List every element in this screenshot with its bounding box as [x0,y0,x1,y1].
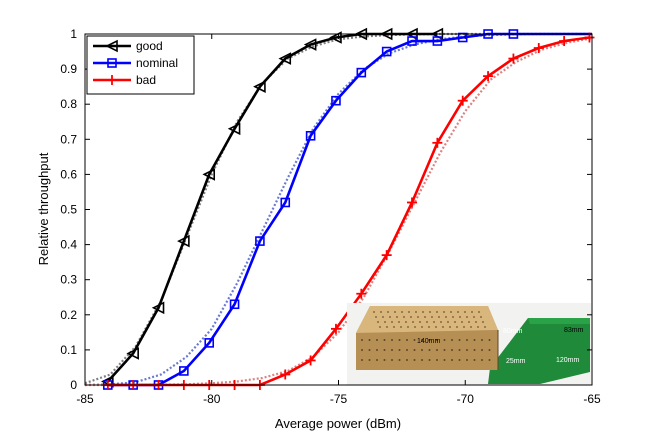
data-point [559,36,570,47]
y-tick-label: 0.8 [60,97,77,111]
inset-photo: 140mm 80mm 83mm 25mm 120mm [347,303,591,385]
legend-label: nominal [136,56,178,70]
data-point [107,75,117,85]
data-point [177,234,190,248]
inset-label-board-length: 120mm [556,357,580,364]
x-tick-label: -80 [203,392,221,406]
pcb-board-edge [528,318,590,324]
data-point [179,366,189,376]
data-point [457,95,468,106]
data-point [280,369,291,380]
data-point [508,53,519,64]
data-point [126,347,139,360]
data-point [107,58,117,68]
fit-curve [84,32,592,387]
y-tick-label: 0.2 [60,308,77,322]
inset-label-board-height: 83mm [564,327,584,334]
data-point [227,122,241,136]
inset-label-board-gap: 25mm [506,358,526,365]
data-point [305,130,316,141]
data-point [253,80,266,93]
y-tick-label: 0 [70,378,77,392]
inset-label-board-width: 80mm [503,328,523,335]
data-point [280,197,291,208]
enclosure-top [356,306,498,333]
data-point [407,36,417,46]
y-tick-label: 0.6 [60,167,77,181]
data-point [381,250,392,261]
x-axis-label: Average power (dBm) [275,416,401,431]
data-point [204,338,215,348]
x-tick-label: -65 [583,392,601,406]
data-point [305,355,316,366]
legend-entry-bad: bad [93,73,156,87]
data-point [329,31,342,44]
data-point [407,197,418,208]
y-axis-label: Relative throughput [36,152,51,265]
data-point [331,95,341,106]
y-tick-label: 0.4 [60,238,77,252]
data-point [483,71,494,82]
axis-ticks: -85 -80 -75 -70 -65 0 0.1 0.2 0.3 0.4 0.5 0.6 0.7 0.8… [60,27,601,406]
data-point [381,46,392,57]
data-point [105,39,118,53]
data-point [255,236,265,246]
data-point [278,52,292,65]
y-tick-label: 0.5 [60,203,77,217]
x-tick-label: -70 [457,392,475,406]
enclosure-holes [361,311,491,361]
y-tick-label: 0.7 [60,132,77,146]
legend: good nominal bad [86,35,195,95]
data-point [356,67,367,78]
data-point [303,38,317,51]
data-point [151,301,165,315]
data-point [432,137,443,148]
data-point [202,168,216,181]
x-tick-label: -75 [330,392,348,406]
y-tick-label: 0.1 [60,343,77,357]
inset-label-length: 140mm [417,338,441,345]
y-tick-label: 0.9 [60,62,77,76]
legend-entry-good: good [93,39,163,53]
data-point [330,323,341,334]
legend-entry-nominal: nominal [93,56,178,70]
legend-label: good [136,39,163,53]
data-point [432,36,443,46]
data-point [533,43,544,54]
x-tick-label: -85 [76,392,94,406]
y-tick-label: 1 [70,27,77,41]
legend-label: bad [136,73,156,87]
data-point [229,299,240,310]
data-point [356,288,367,299]
y-tick-label: 0.3 [60,273,77,287]
pcb-board [488,318,590,384]
